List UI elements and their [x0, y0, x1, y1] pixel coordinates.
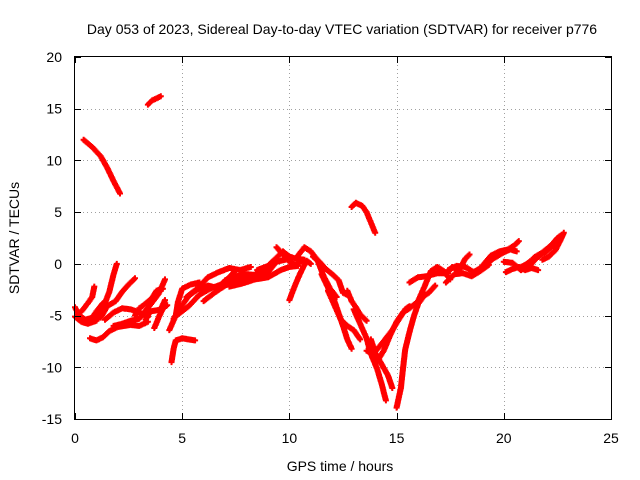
track-4	[87, 318, 151, 344]
data-point	[307, 260, 314, 267]
track-11	[151, 302, 171, 331]
data-point	[117, 190, 123, 197]
data-point	[466, 251, 473, 258]
x-tick-label: 0	[71, 430, 79, 446]
y-tick-labels: -15 -10 -5 0 5 10 15 20	[42, 49, 62, 427]
data-point	[157, 93, 164, 100]
track-45	[530, 231, 565, 261]
y-tick-label: -5	[50, 308, 63, 324]
x-tick-label: 25	[603, 430, 619, 446]
data-point	[132, 275, 138, 282]
y-tick-label: -15	[42, 411, 62, 427]
data-point	[535, 267, 542, 274]
track-10	[142, 297, 168, 323]
x-axis-label: GPS time / hours	[287, 458, 394, 474]
track-32	[374, 305, 413, 365]
data-point	[515, 238, 522, 245]
data-point	[159, 285, 166, 292]
x-tick-label: 15	[389, 430, 405, 446]
track-8	[144, 93, 164, 108]
track-1	[80, 136, 123, 197]
y-tick-label: 5	[54, 204, 62, 220]
data-point	[357, 336, 364, 343]
data-point	[162, 276, 168, 283]
series-p776	[72, 93, 567, 411]
track-28	[348, 199, 379, 236]
data-point	[363, 317, 370, 324]
data-point	[513, 248, 520, 255]
data-points	[72, 93, 567, 411]
data-point	[91, 283, 98, 290]
track-2	[78, 283, 98, 315]
track-21	[273, 244, 306, 268]
data-point	[432, 282, 439, 289]
track-26	[325, 287, 364, 343]
track-46	[539, 229, 567, 263]
data-point	[113, 260, 120, 267]
grid-lines	[75, 57, 611, 419]
y-tick-label: -10	[42, 359, 62, 375]
x-tick-label: 5	[178, 430, 186, 446]
track-5	[97, 275, 138, 321]
x-tick-label: 10	[282, 430, 298, 446]
data-point	[382, 397, 389, 404]
x-tick-label: 20	[496, 430, 512, 446]
track-16	[183, 264, 254, 300]
y-tick-label: 20	[46, 49, 62, 65]
chart-title: Day 053 of 2023, Sidereal Day-to-day VTE…	[87, 21, 597, 37]
y-axis-label: SDTVAR / TECUs	[6, 182, 22, 294]
y-tick-label: 10	[46, 152, 62, 168]
data-point	[247, 264, 254, 270]
y-tick-label: 0	[54, 256, 62, 272]
x-tick-labels: 0 5 10 15 20 25	[71, 430, 619, 446]
track-41	[479, 238, 522, 269]
axis-ticks	[75, 57, 612, 420]
y-tick-label: 15	[46, 101, 62, 117]
data-point	[560, 229, 567, 236]
data-point	[348, 345, 355, 352]
track-22	[286, 257, 314, 304]
track-12	[168, 335, 199, 366]
data-point	[162, 297, 168, 304]
track-3	[72, 260, 120, 327]
plot-frame	[74, 56, 612, 420]
track-19	[226, 262, 301, 290]
track-18	[222, 256, 289, 284]
data-point	[389, 385, 396, 391]
track-9	[132, 285, 166, 319]
data-point	[192, 337, 199, 344]
data-point	[164, 302, 171, 309]
data-point	[372, 229, 379, 236]
